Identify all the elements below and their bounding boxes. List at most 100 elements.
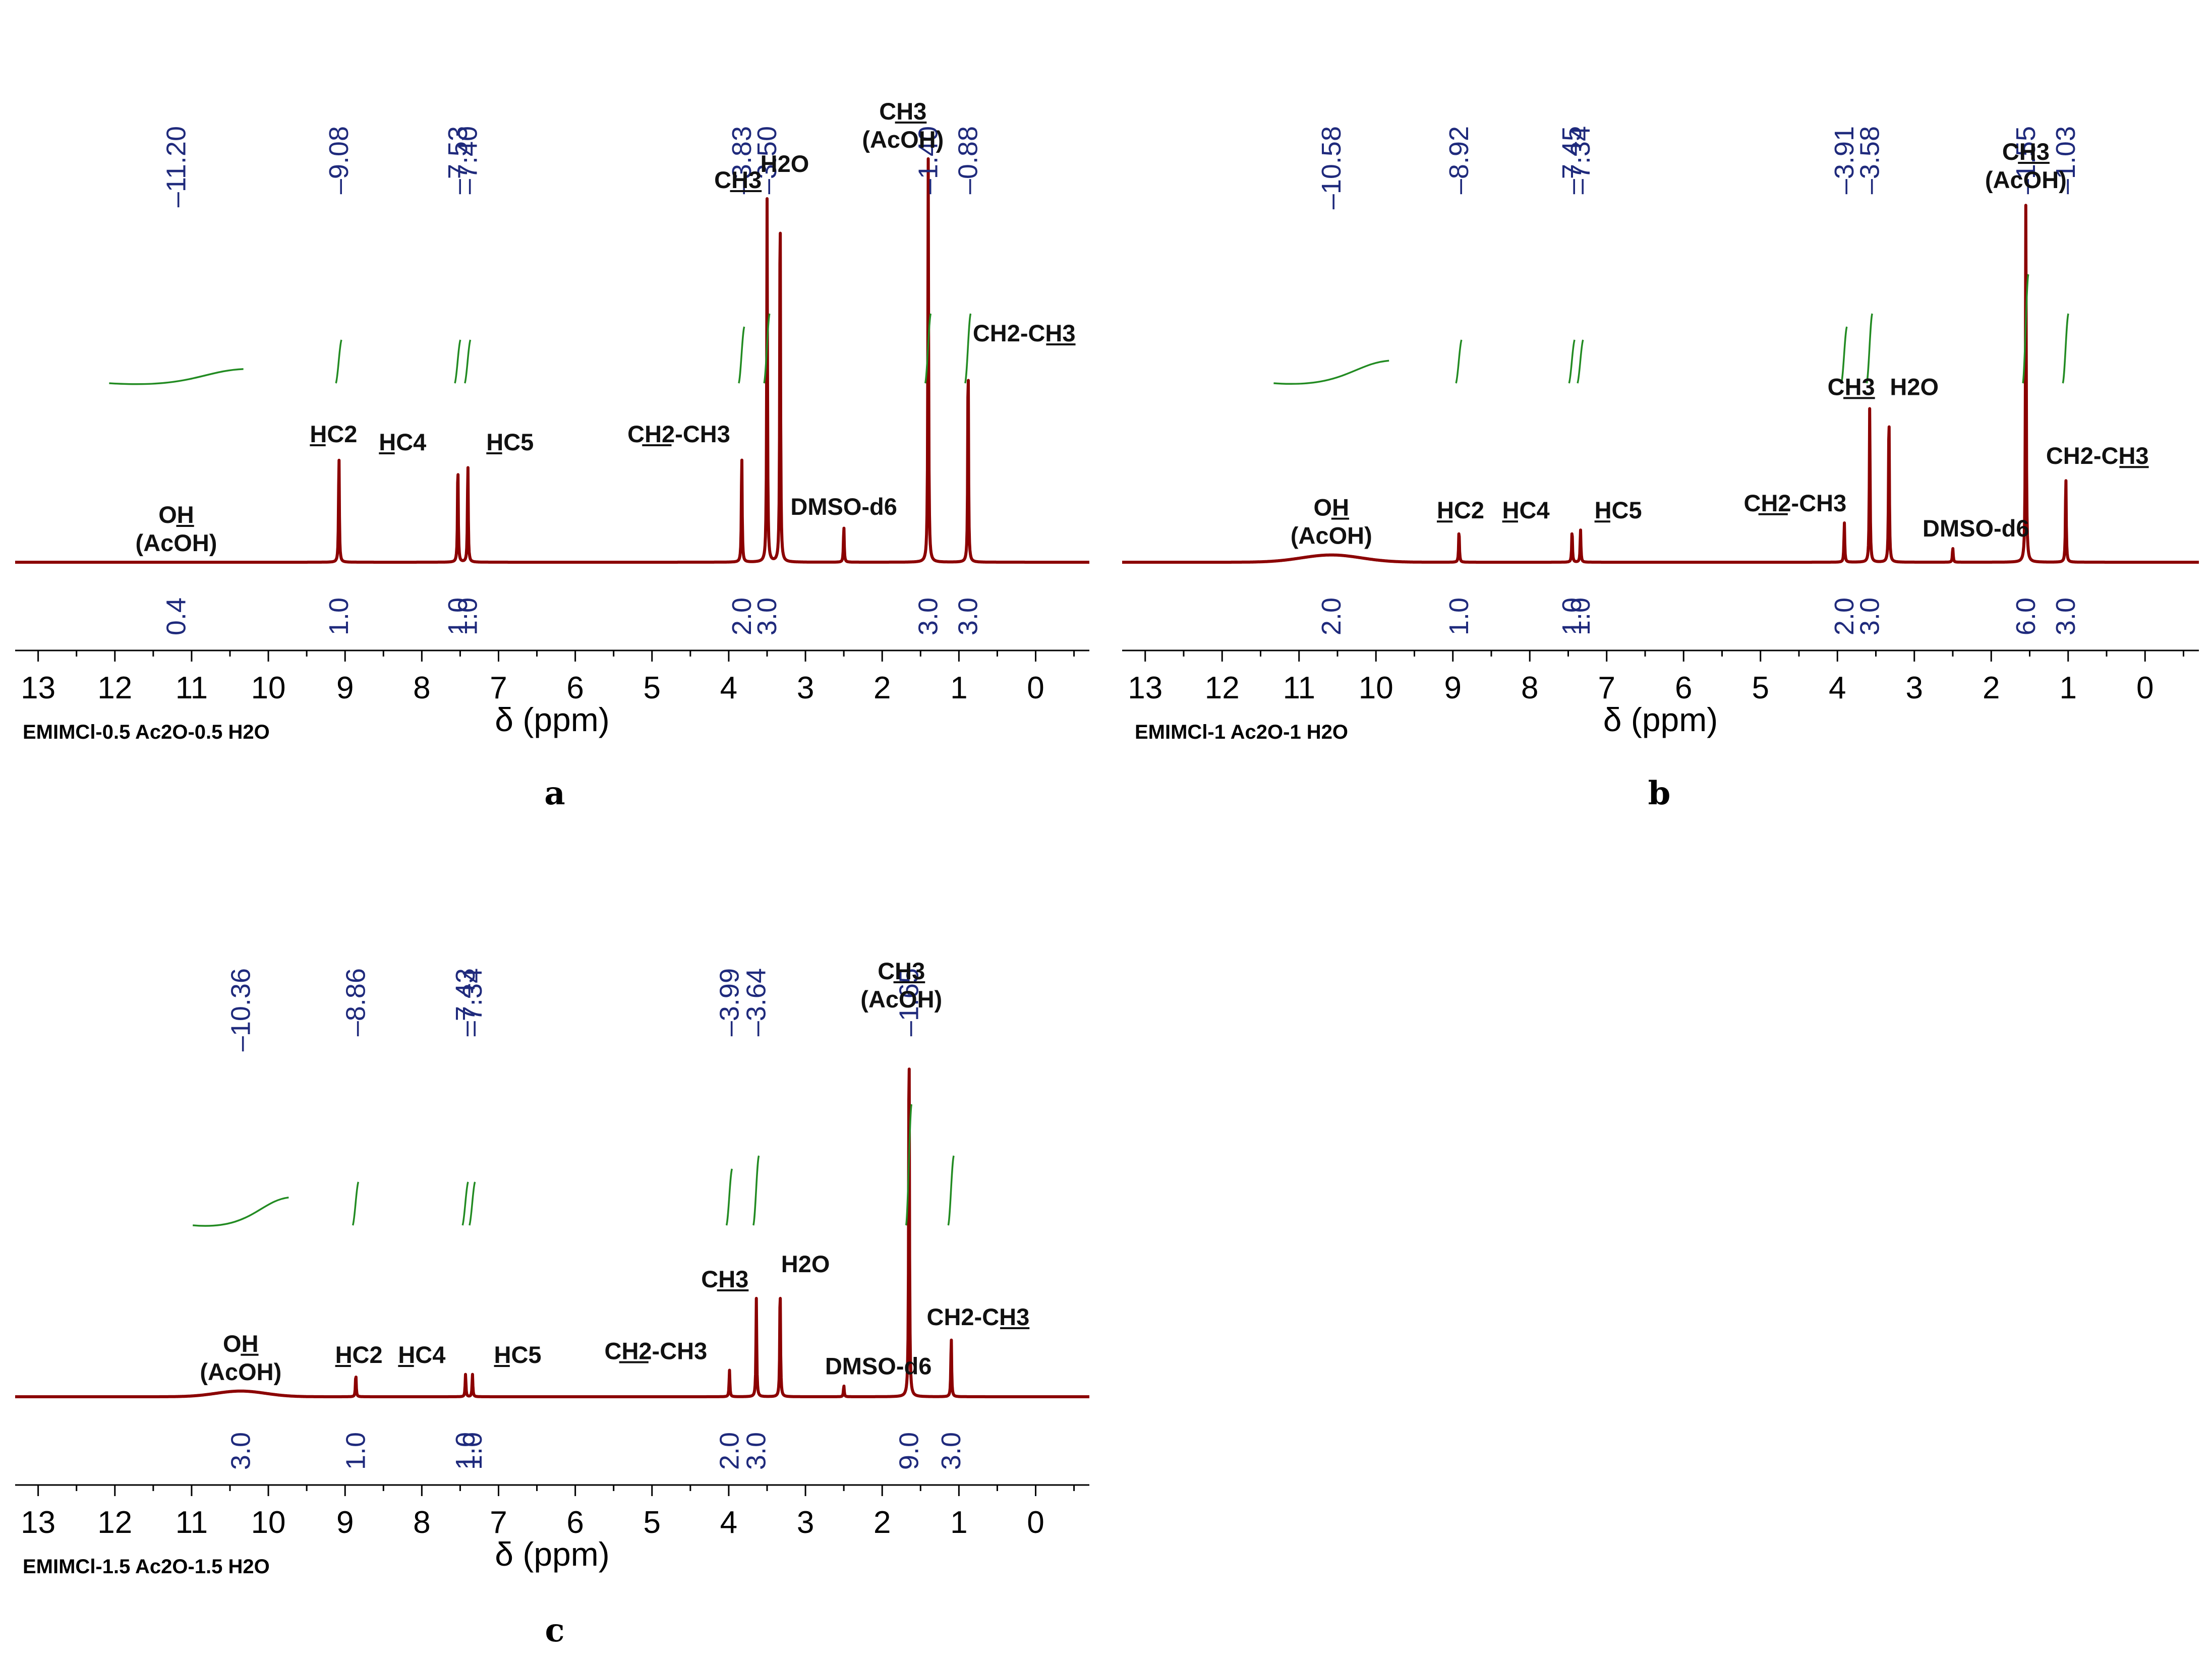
peak-annotation: CH2-CH3	[627, 421, 730, 447]
panel-letter: b	[1648, 775, 1671, 812]
peak-annotation: DMSO-d6	[790, 493, 897, 520]
x-tick-label: 13	[21, 1505, 55, 1540]
x-tick-label: 7	[1598, 671, 1615, 705]
x-tick-label: 2	[874, 1505, 891, 1540]
integral-label: 2.0	[714, 1432, 744, 1470]
x-tick-label: 11	[176, 671, 208, 705]
shift-label: –8.86	[341, 968, 371, 1036]
x-tick-label: 6	[566, 1505, 584, 1540]
integral-label: 3.0	[225, 1432, 256, 1470]
shift-label: –10.36	[225, 968, 256, 1051]
peak-annotation: CH2-CH3	[927, 1303, 1030, 1330]
x-tick-label: 10	[1359, 671, 1393, 705]
shift-label: –3.99	[714, 968, 744, 1036]
integral-label: 1.0	[1565, 598, 1596, 635]
shift-label: –8.92	[1444, 126, 1474, 194]
x-tick-label: 12	[97, 1505, 132, 1540]
integral-curve	[109, 368, 244, 385]
peak-annotation: HC2	[335, 1341, 383, 1368]
integral-curve	[763, 313, 771, 384]
peak-annotation-sub: (AcOH)	[862, 126, 944, 153]
shift-label: –3.83	[727, 126, 757, 194]
integral-curve	[1840, 326, 1848, 384]
shift-label: –7.34	[1565, 126, 1596, 194]
integral-label: 3.0	[2051, 598, 2081, 635]
x-axis-title: δ (ppm)	[495, 701, 609, 738]
shift-label: –1.55	[2011, 126, 2041, 194]
peak-annotation: CH3	[879, 98, 926, 125]
peak-annotation: CH2-CH3	[1744, 490, 1847, 516]
x-tick-label: 3	[797, 1505, 814, 1540]
spectrum-trace	[1121, 204, 2200, 564]
shift-label: –3.58	[1854, 126, 1885, 194]
shift-label: –3.64	[741, 968, 772, 1036]
integral-label: 2.0	[727, 598, 757, 635]
shift-label: –7.43	[450, 968, 481, 1036]
peak-annotation: CH3	[714, 166, 762, 193]
integral-label: 3.0	[752, 598, 782, 635]
shift-label: –7.34	[457, 968, 488, 1036]
x-tick-label: 5	[644, 671, 661, 705]
integral-label: 1.0	[1444, 598, 1474, 635]
integral-curve	[2022, 274, 2029, 384]
x-tick-label: 9	[1444, 671, 1462, 705]
integral-label: 1.0	[453, 598, 483, 635]
x-tick-label: 3	[797, 671, 814, 705]
x-tick-label: 5	[1752, 671, 1769, 705]
integral-label: 3.0	[913, 598, 944, 635]
sample-label: EMIMCl-0.5 Ac2O-0.5 H2O	[23, 721, 270, 743]
integral-label: 3.0	[936, 1432, 966, 1470]
integral-curve	[193, 1197, 289, 1227]
peak-annotation: HC5	[1595, 497, 1642, 523]
integral-label: 2.0	[1316, 598, 1347, 635]
integral-curve	[964, 313, 972, 384]
peak-annotation: DMSO-d6	[1923, 515, 2029, 542]
x-tick-label: 8	[1521, 671, 1538, 705]
peak-annotation: CH3	[701, 1266, 748, 1292]
shift-label: –7.45	[1557, 126, 1587, 194]
peak-annotation: OH	[1314, 494, 1350, 521]
integral-label: 0.4	[161, 598, 192, 635]
panel-letter: a	[544, 775, 565, 812]
peak-annotation: CH2-CH3	[2046, 442, 2149, 469]
x-axis-title: δ (ppm)	[495, 1535, 609, 1573]
integral-curve	[1568, 339, 1576, 384]
shift-label: –1.03	[2051, 126, 2081, 194]
peak-annotation: HC4	[398, 1341, 445, 1368]
shift-label: –10.58	[1316, 126, 1347, 209]
x-tick-label: 7	[490, 671, 507, 705]
x-tick-label: 12	[1205, 671, 1240, 705]
integral-curve	[469, 1181, 476, 1226]
shift-label: –3.91	[1829, 126, 1859, 194]
x-tick-label: 2	[874, 671, 891, 705]
x-tick-label: 9	[336, 671, 354, 705]
peak-annotation-sub: (AcOH)	[1291, 522, 1372, 549]
integral-curve	[752, 1155, 760, 1226]
peak-annotation: DMSO-d6	[825, 1353, 932, 1380]
spectrum-panel-a: –11.20 –9.08 –7.53–7.40 –3.83–3.50 –1.40 –0.8…	[14, 98, 1091, 812]
integral-label: 1.0	[450, 1432, 481, 1470]
x-tick-label: 13	[1128, 671, 1162, 705]
peak-annotation: HC5	[486, 429, 534, 455]
integral-label: 3.0	[741, 1432, 772, 1470]
integral-curve	[1455, 339, 1463, 384]
x-tick-label: 3	[1906, 671, 1923, 705]
spectrum-trace	[14, 1067, 1091, 1398]
integral-curve	[738, 326, 745, 384]
peak-annotation: HC4	[1502, 497, 1550, 523]
peak-annotation: H2O	[1890, 373, 1939, 400]
integral-curve	[335, 339, 342, 384]
x-tick-label: 0	[1027, 1505, 1044, 1540]
peak-annotation-sub: (AcOH)	[860, 986, 942, 1013]
shift-label: –1.65	[894, 968, 924, 1036]
peak-annotation: OH	[223, 1330, 259, 1357]
x-tick-label: 8	[413, 671, 430, 705]
panel-letter: c	[545, 1612, 565, 1649]
x-tick-label: 2	[1983, 671, 2000, 705]
peak-annotation-sub: (AcOH)	[1985, 166, 2067, 193]
integral-label: 1.0	[324, 598, 354, 635]
integral-label: 1.0	[457, 1432, 488, 1470]
x-tick-label: 8	[413, 1505, 430, 1540]
shift-label: –1.40	[913, 126, 944, 194]
sample-label: EMIMCl-1.5 Ac2O-1.5 H2O	[23, 1556, 270, 1578]
